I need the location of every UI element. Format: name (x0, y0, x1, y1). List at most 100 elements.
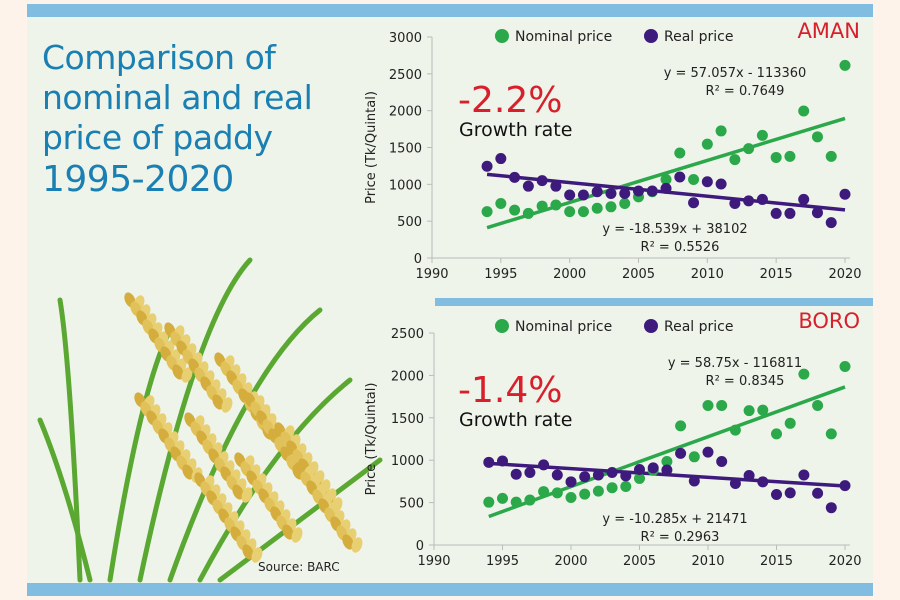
data-point-real (674, 171, 686, 183)
y-tick-label: 1000 (389, 178, 422, 193)
data-point-real (495, 153, 507, 165)
data-point-real (756, 193, 768, 205)
rice-grain-icon (232, 484, 244, 500)
x-tick-label: 2010 (691, 267, 724, 282)
data-point-nominal (564, 206, 576, 218)
data-point-nominal (716, 400, 728, 412)
growth-rate-value: -2.2% (458, 80, 562, 121)
title-line: Comparison of (42, 38, 276, 77)
legend-label-nominal: Nominal price (515, 319, 612, 335)
data-point-nominal (481, 206, 493, 218)
data-point-nominal (577, 206, 589, 218)
rice-grain-icon (181, 367, 193, 383)
data-point-real (675, 447, 687, 459)
data-point-nominal (688, 174, 700, 186)
rice-grain-icon (282, 524, 294, 540)
y-axis-label: Price (Tk/Quintal) (364, 383, 379, 496)
rice-grain-icon (212, 394, 224, 410)
data-point-real (592, 469, 604, 481)
x-tick-label: 2005 (623, 554, 656, 569)
data-point-real (784, 487, 796, 499)
data-point-nominal (675, 420, 687, 432)
data-point-real (564, 189, 576, 201)
data-point-real (497, 455, 508, 467)
y-tick-label: 500 (399, 497, 424, 512)
data-point-real (771, 489, 782, 501)
data-point-real (510, 468, 522, 480)
data-point-nominal (701, 138, 713, 150)
data-point-nominal (509, 204, 521, 216)
trend-r2-real: R² = 0.5526 (641, 240, 720, 255)
data-point-nominal (634, 472, 645, 484)
rice-stem-icon (37, 417, 93, 583)
data-point-nominal (839, 59, 851, 71)
data-point-real (661, 464, 673, 476)
data-point-real (743, 195, 755, 207)
data-point-nominal (784, 417, 796, 429)
data-point-nominal (688, 451, 700, 463)
data-point-real (605, 188, 617, 200)
data-point-real (660, 182, 672, 194)
y-tick-label: 2500 (389, 68, 422, 83)
data-point-real (565, 476, 577, 488)
data-point-real (551, 469, 563, 481)
data-point-real (839, 188, 851, 200)
data-point-real (770, 207, 782, 219)
data-point-real (538, 459, 550, 471)
y-tick-label: 0 (414, 252, 422, 267)
trend-r2-nominal: R² = 0.8345 (706, 374, 785, 389)
data-point-nominal (743, 405, 755, 417)
data-point-nominal (497, 492, 508, 504)
data-point-nominal (757, 404, 769, 416)
x-tick-label: 1990 (417, 554, 450, 569)
data-point-nominal (825, 150, 837, 162)
data-point-real (550, 180, 562, 192)
data-point-nominal (825, 428, 837, 440)
data-point-nominal (524, 494, 536, 506)
rice-stem-icon (167, 307, 323, 583)
x-tick-label: 1990 (415, 267, 448, 282)
data-point-real (577, 189, 589, 201)
data-point-nominal (565, 492, 577, 504)
data-point-nominal (661, 455, 673, 467)
data-point-real (646, 185, 658, 197)
rice-grain-icon (172, 364, 184, 380)
y-tick-label: 1000 (391, 454, 424, 469)
data-point-nominal (551, 487, 563, 499)
x-tick-label: 2015 (760, 267, 793, 282)
data-point-real (839, 480, 851, 492)
data-point-nominal (798, 105, 810, 117)
legend-label-real: Real price (664, 319, 733, 335)
data-point-real (812, 487, 824, 499)
bottom-bar (27, 583, 873, 596)
data-point-nominal (605, 201, 617, 213)
chart-divider (435, 298, 873, 306)
y-axis-label: Price (Tk/Quintal) (364, 91, 379, 204)
rice-stem-icon (217, 457, 383, 583)
data-point-nominal (660, 174, 672, 186)
top-bar (27, 4, 873, 17)
data-point-nominal (495, 197, 507, 209)
x-tick-label: 2005 (622, 267, 655, 282)
data-point-real (688, 475, 700, 487)
data-point-nominal (483, 496, 495, 508)
legend-label-nominal: Nominal price (515, 29, 612, 45)
data-point-nominal (784, 150, 796, 162)
y-tick-label: 3000 (389, 31, 422, 46)
rice-grain-icon (291, 527, 303, 543)
data-point-real (483, 456, 495, 468)
data-point-real (798, 193, 810, 205)
rice-plant-illustration (37, 257, 383, 583)
rice-grain-icon (241, 487, 253, 503)
data-point-nominal (592, 485, 604, 497)
data-point-nominal (620, 480, 632, 492)
y-tick-label: 0 (416, 539, 424, 554)
data-point-real (825, 502, 837, 514)
rice-grain-icon (242, 544, 254, 560)
data-point-real (811, 207, 823, 219)
trend-equation-real: y = -10.285x + 21471 (602, 512, 747, 527)
source-note: Source: BARC (258, 560, 340, 574)
data-point-nominal (550, 199, 562, 211)
data-point-real (757, 476, 769, 488)
